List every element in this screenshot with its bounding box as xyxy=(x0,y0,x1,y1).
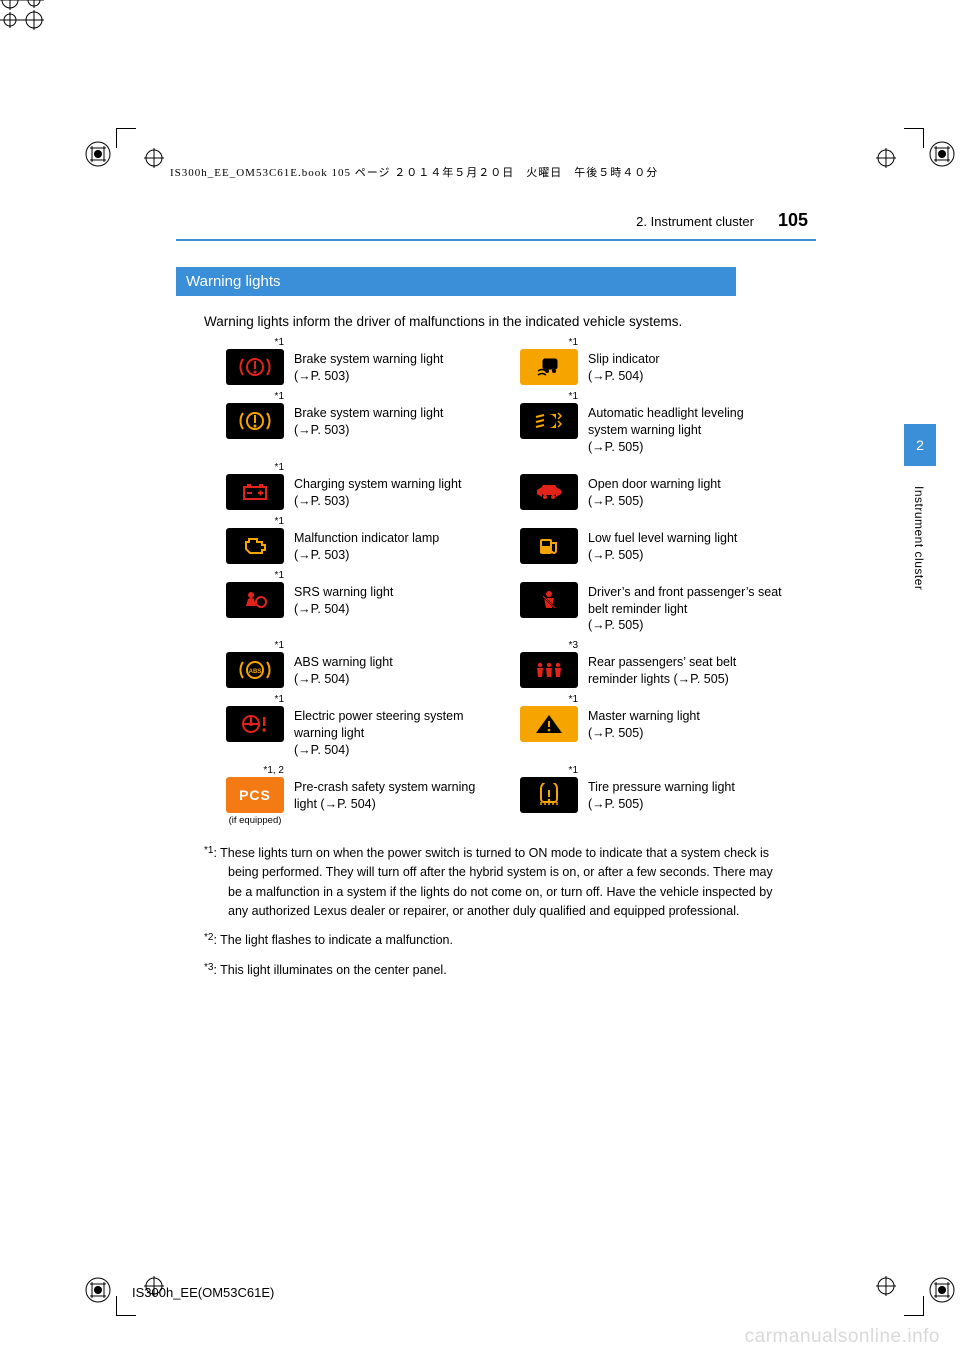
warning-description: Slip indicator(→P. 504) xyxy=(588,349,660,385)
section-name: 2. Instrument cluster xyxy=(636,214,754,229)
crop-mark xyxy=(904,128,924,148)
brake-amber-icon xyxy=(226,403,284,439)
registration-mark-inner xyxy=(144,148,164,168)
warning-description: Master warning light(→P. 505) xyxy=(588,706,700,759)
warning-cell: *1Tire pressure warning light(→P. 505) xyxy=(520,777,786,826)
warning-description: Rear passengers’ seat belt reminder ligh… xyxy=(588,652,786,688)
eps-icon xyxy=(226,706,284,742)
battery-icon xyxy=(226,474,284,510)
warning-description: Malfunction indicator lamp (→P. 503) xyxy=(294,528,492,564)
watermark: carmanualsonline.info xyxy=(745,1326,940,1348)
page-content: 2. Instrument cluster 105 Warning lights… xyxy=(176,210,816,990)
warning-description: Open door warning light(→P. 505) xyxy=(588,474,721,510)
engine-icon xyxy=(226,528,284,564)
fuel-icon xyxy=(520,528,578,564)
superscript: *1 xyxy=(569,337,578,348)
footnote-3: *3: This light illuminates on the center… xyxy=(204,961,786,980)
warning-cell: Open door warning light(→P. 505) xyxy=(520,474,786,510)
srs-icon xyxy=(226,582,284,618)
warning-cell: *1Brake system warning light(→P. 503) xyxy=(226,403,492,456)
warning-description: Automatic headlight leveling system warn… xyxy=(588,403,786,456)
warning-description: Charging system warning light (→P. 503) xyxy=(294,474,492,510)
warning-cell: *3Rear passengers’ seat belt reminder li… xyxy=(520,652,786,688)
seatbelt-front-icon xyxy=(520,582,578,618)
warning-cell: Driver’s and front passenger’s seat belt… xyxy=(520,582,786,635)
crop-mark xyxy=(904,1296,924,1316)
door-icon xyxy=(520,474,578,510)
superscript: *1 xyxy=(569,765,578,776)
tpms-icon xyxy=(520,777,578,813)
warning-description: Brake system warning light(→P. 503) xyxy=(294,403,443,456)
warning-cell: *1Master warning light(→P. 505) xyxy=(520,706,786,759)
warning-cell: *1Brake system warning light(→P. 503) xyxy=(226,349,492,385)
warning-description: Pre-crash safety system warning light (→… xyxy=(294,777,492,826)
superscript: *1 xyxy=(275,694,284,705)
footnote-1: *1: These lights turn on when the power … xyxy=(204,844,786,922)
slip-icon xyxy=(520,349,578,385)
superscript: *3 xyxy=(569,640,578,651)
footer-document-code: IS300h_EE(OM53C61E) xyxy=(132,1285,274,1300)
superscript: *1 xyxy=(569,694,578,705)
warning-cell: *1ABSABS warning light(→P. 504) xyxy=(226,652,492,688)
intro-text: Warning lights inform the driver of malf… xyxy=(176,314,816,329)
superscript: *1, 2 xyxy=(263,765,284,776)
warning-description: Low fuel level warning light(→P. 505) xyxy=(588,528,737,564)
superscript: *1 xyxy=(275,462,284,473)
registration-mark-mid xyxy=(0,0,44,10)
warning-description: Driver’s and front passenger’s seat belt… xyxy=(588,582,786,635)
superscript: *1 xyxy=(275,640,284,651)
warning-cell: *1Malfunction indicator lamp (→P. 503) xyxy=(226,528,492,564)
warning-cell: *1Slip indicator(→P. 504) xyxy=(520,349,786,385)
superscript: *1 xyxy=(275,337,284,348)
master-icon xyxy=(520,706,578,742)
warning-cell: *1Electric power steering system warning… xyxy=(226,706,492,759)
registration-mark xyxy=(928,1276,956,1304)
warning-description: Tire pressure warning light(→P. 505) xyxy=(588,777,735,826)
warning-description: ABS warning light(→P. 504) xyxy=(294,652,393,688)
registration-mark-mid xyxy=(0,10,44,30)
registration-mark-inner xyxy=(876,1276,896,1296)
warning-cell: *1Automatic headlight leveling system wa… xyxy=(520,403,786,456)
warning-cell: Low fuel level warning light(→P. 505) xyxy=(520,528,786,564)
warning-cell: *1SRS warning light(→P. 504) xyxy=(226,582,492,635)
warning-lights-grid: *1Brake system warning light(→P. 503)*1S… xyxy=(176,349,816,826)
brake-red-icon xyxy=(226,349,284,385)
superscript: *1 xyxy=(275,570,284,581)
footnotes: *1: These lights turn on when the power … xyxy=(176,844,816,980)
seatbelt-rear-icon xyxy=(520,652,578,688)
print-job-header: IS300h_EE_OM53C61E.book 105 ページ ２０１４年５月２… xyxy=(170,164,658,180)
abs-icon: ABS xyxy=(226,652,284,688)
running-head: 2. Instrument cluster 105 xyxy=(176,210,816,231)
superscript: *1 xyxy=(275,516,284,527)
warning-cell: *1, 2PCS(if equipped)Pre-crash safety sy… xyxy=(226,777,492,826)
footnote-2: *2: The light flashes to indicate a malf… xyxy=(204,931,786,950)
registration-mark xyxy=(84,140,112,168)
warning-description: Electric power steering system warning l… xyxy=(294,706,492,759)
warning-description: Brake system warning light(→P. 503) xyxy=(294,349,443,385)
pcs-icon: PCS xyxy=(226,777,284,813)
chapter-tab-label: Instrument cluster xyxy=(912,486,926,590)
registration-mark xyxy=(928,140,956,168)
svg-text:ABS: ABS xyxy=(249,669,262,675)
headlight-level-icon xyxy=(520,403,578,439)
warning-description: SRS warning light(→P. 504) xyxy=(294,582,393,635)
superscript: *1 xyxy=(275,391,284,402)
superscript: *1 xyxy=(569,391,578,402)
registration-mark xyxy=(84,1276,112,1304)
warning-cell: *1Charging system warning light (→P. 503… xyxy=(226,474,492,510)
header-rule xyxy=(176,239,816,241)
page-number: 105 xyxy=(778,210,808,231)
chapter-tab: 2 xyxy=(904,424,936,466)
crop-mark xyxy=(116,128,136,148)
icon-subtext: (if equipped) xyxy=(226,815,284,826)
registration-mark-inner xyxy=(876,148,896,168)
section-heading: Warning lights xyxy=(176,267,736,296)
